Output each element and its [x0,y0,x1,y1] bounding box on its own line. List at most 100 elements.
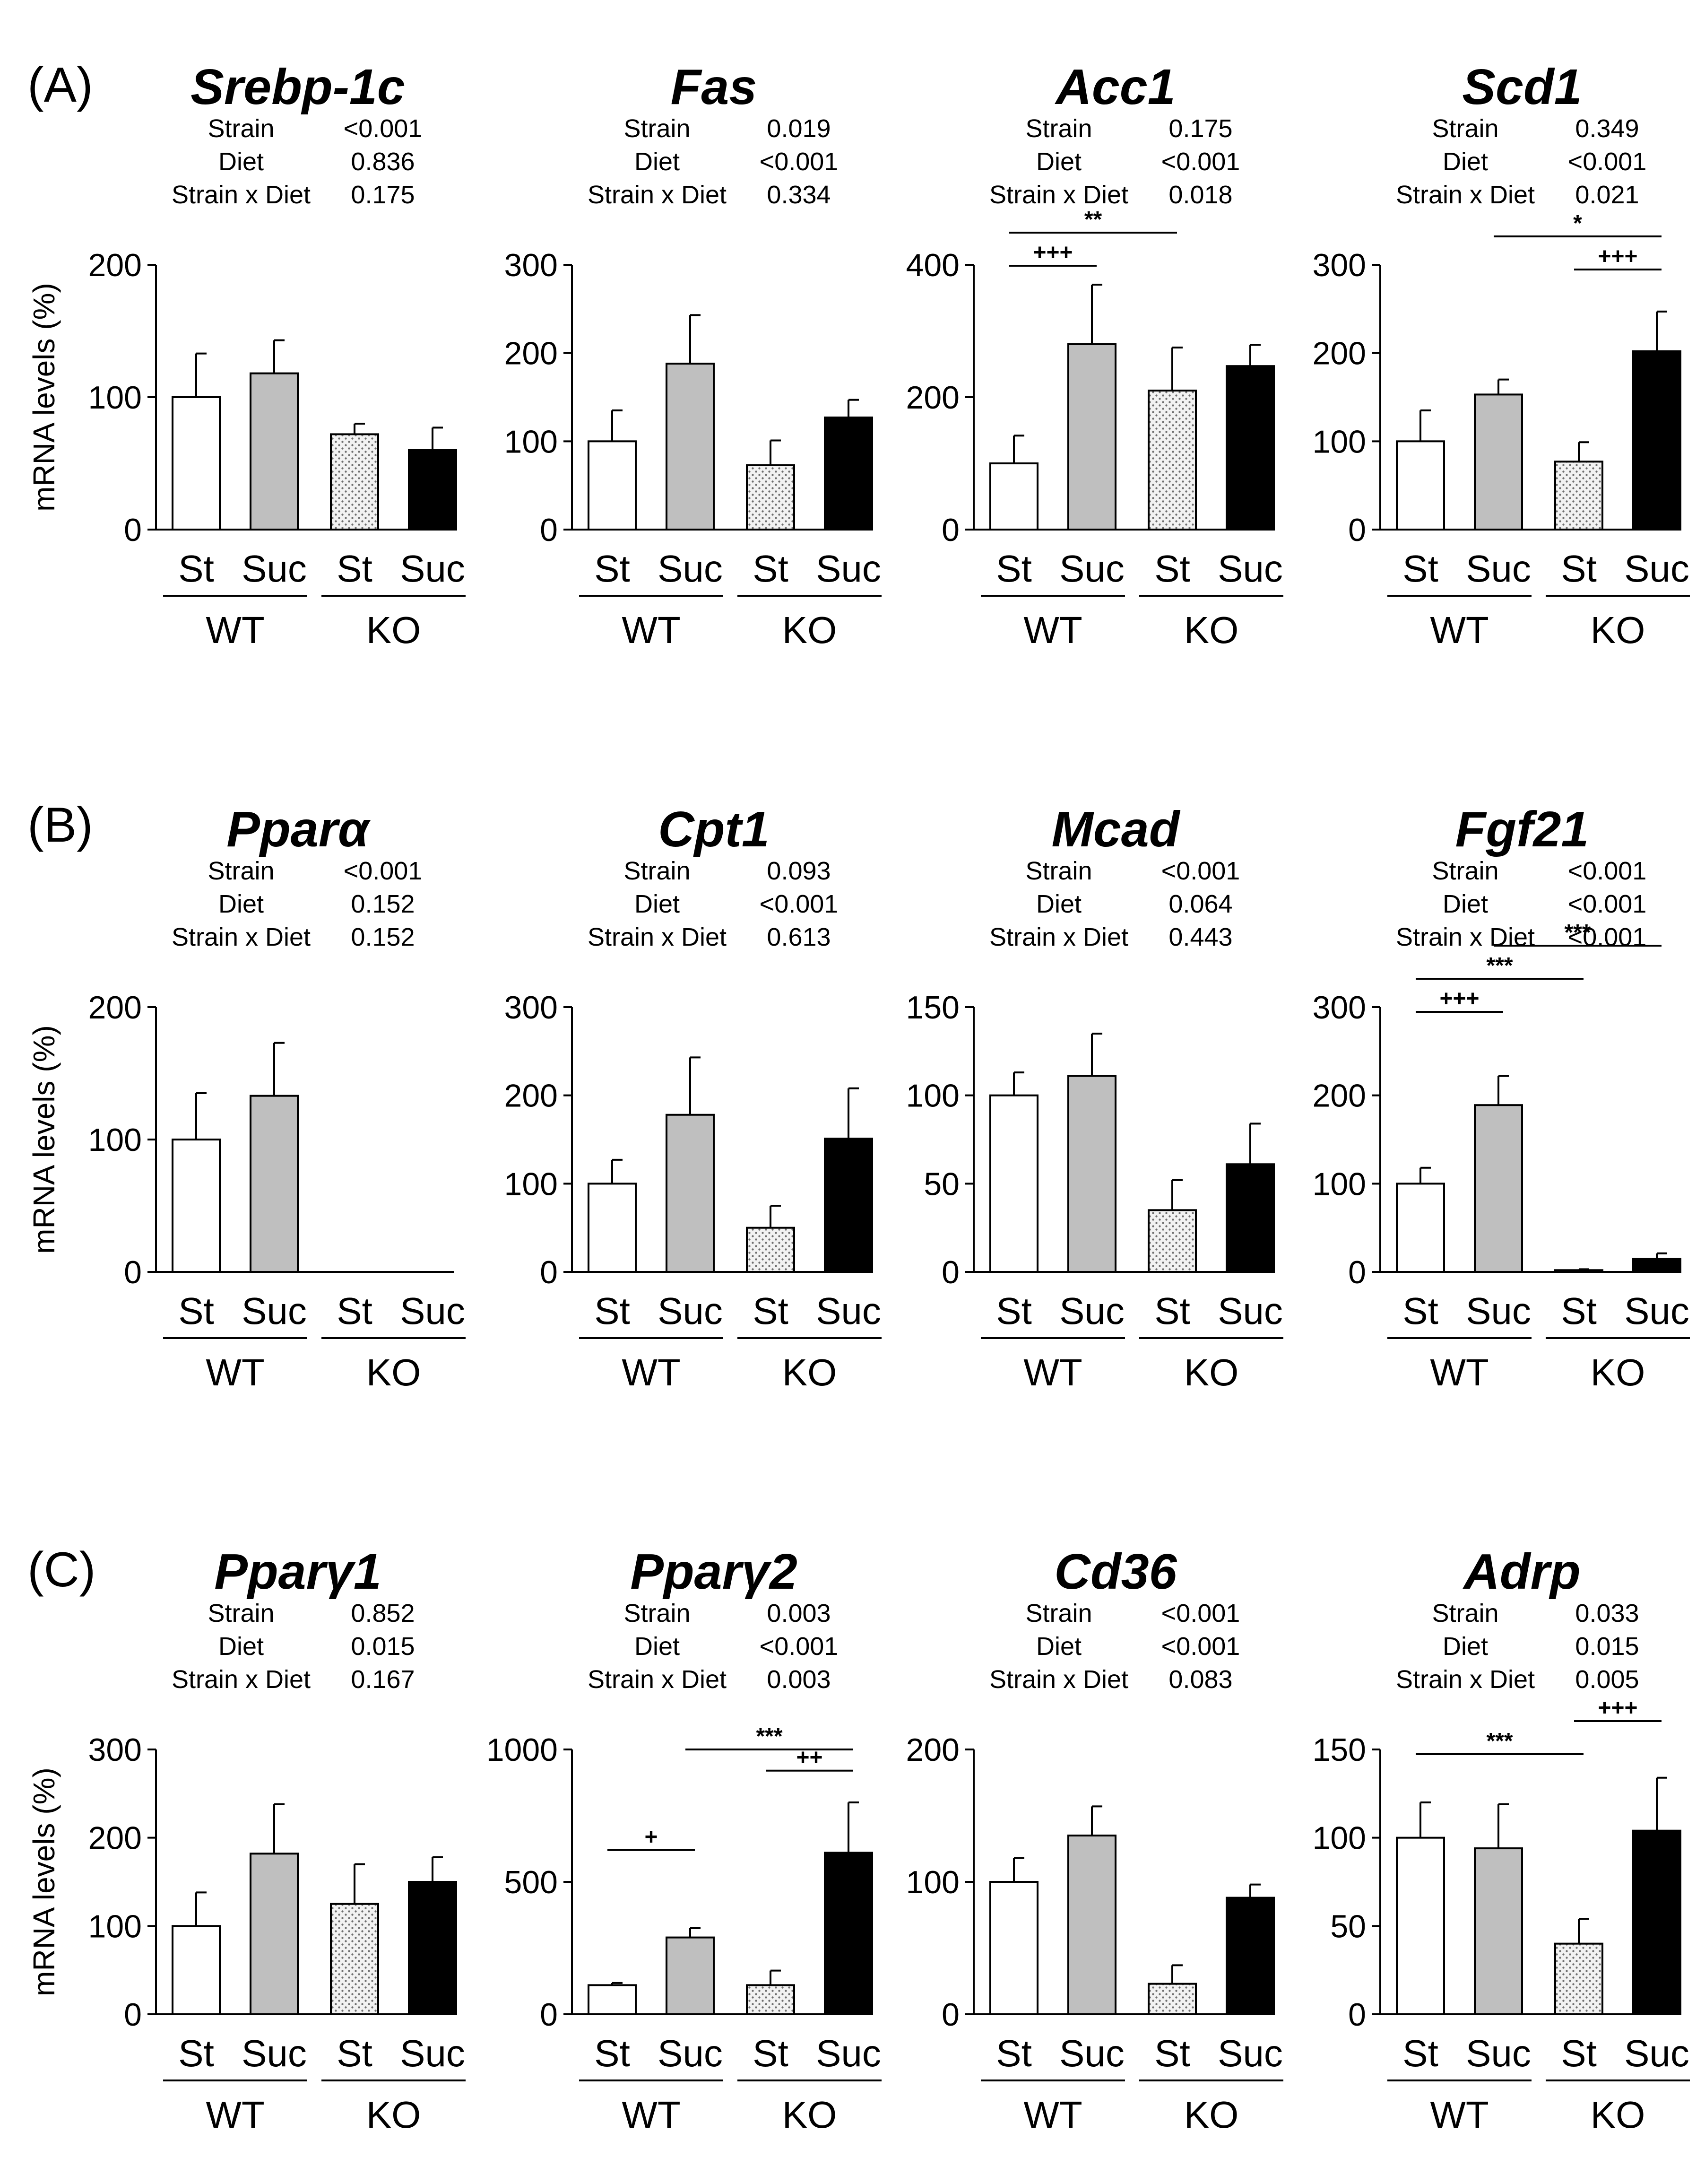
x-category-label: St [996,1290,1032,1332]
x-category-label: St [178,548,214,590]
group-label-ko: KO [366,1351,421,1393]
stat-value-diet: <0.001 [1568,148,1647,176]
bar-st-wt [1396,1183,1445,1273]
x-category-label: Suc [1059,2032,1125,2074]
group-label-ko: KO [782,2094,837,2136]
x-category-label: St [337,1290,372,1332]
stat-value-interaction: 0.083 [1168,1665,1232,1694]
stat-label-strain: Strain [1025,114,1092,143]
group-label-wt: WT [1023,1351,1082,1393]
x-category-label: Suc [1218,548,1283,590]
stat-value-diet: 0.152 [351,890,415,918]
group-label-wt: WT [622,609,680,651]
bar-st-wt [1396,440,1445,531]
stat-value-strain: 0.852 [351,1599,415,1627]
y-tick-label: 200 [88,247,142,283]
y-tick-label: 150 [906,990,960,1026]
bar-suc-ko [1226,1163,1275,1273]
stat-label-strain: Strain [1025,1599,1092,1627]
x-category-label: Suc [1466,548,1531,590]
bar-suc-wt [250,1853,299,2015]
x-category-label: Suc [1059,548,1125,590]
stat-label-diet: Diet [1036,1632,1082,1661]
stat-value-strain: <0.001 [1161,1599,1240,1627]
bar-st-wt [989,1094,1039,1273]
y-tick-label: 0 [1348,512,1366,548]
stat-value-diet: 0.015 [351,1632,415,1661]
y-tick-label: 200 [1313,1078,1366,1114]
stat-label-interaction: Strain x Diet [588,181,727,209]
x-category-label: St [753,548,788,590]
y-tick-label: 150 [1313,1732,1366,1768]
x-category-label: Suc [816,2032,881,2074]
gene-title: Cd36 [1054,1544,1177,1600]
significance-label: +++ [1598,1696,1637,1721]
stat-value-interaction: 0.175 [351,181,415,209]
stat-label-diet: Diet [634,148,680,176]
bar-st-ko [330,1903,379,2016]
significance-label: +++ [1439,986,1479,1011]
y-tick-label: 100 [906,1078,960,1114]
y-tick-label: 300 [1313,247,1366,283]
group-label-wt: WT [1430,2094,1489,2136]
stat-value-strain: 0.033 [1575,1599,1639,1627]
stat-label-interaction: Strain x Diet [172,923,311,951]
bar-suc-ko [824,1138,873,1273]
stat-value-interaction: 0.152 [351,923,415,951]
group-label-ko: KO [366,2094,421,2136]
bar-st-wt [172,1925,221,2015]
x-category-label: Suc [658,1290,723,1332]
group-label-ko: KO [1591,609,1645,651]
bar-st-wt [1396,1836,1445,2016]
bar-st-ko [746,464,795,531]
bar-st-wt [989,1881,1039,2015]
stat-value-interaction: 0.613 [767,923,831,951]
x-category-label: Suc [1466,1290,1531,1332]
stat-value-diet: <0.001 [1161,1632,1240,1661]
stat-label-interaction: Strain x Diet [588,923,727,951]
significance-label: * [1573,211,1582,236]
stat-value-strain: 0.175 [1168,114,1232,143]
bar-suc-ko [1226,1897,1275,2016]
x-category-label: Suc [242,548,307,590]
stat-value-strain: <0.001 [1161,857,1240,885]
y-tick-label: 100 [1313,1166,1366,1202]
stat-label-diet: Diet [634,890,680,918]
y-tick-label: 300 [88,1732,142,1768]
stat-label-interaction: Strain x Diet [172,181,311,209]
x-category-label: St [753,1290,788,1332]
group-label-wt: WT [1430,609,1489,651]
stat-value-interaction: 0.018 [1168,181,1232,209]
y-tick-label: 300 [504,247,558,283]
bar-suc-wt [1067,1835,1116,2015]
x-category-label: Suc [658,548,723,590]
x-category-label: Suc [242,1290,307,1332]
y-tick-label: 100 [1313,1820,1366,1856]
x-category-label: St [1154,1290,1190,1332]
significance-label: +++ [1598,244,1637,269]
stat-value-diet: <0.001 [760,1632,839,1661]
x-category-label: St [1561,1290,1597,1332]
significance-label: +++ [1033,240,1073,265]
stat-value-diet: <0.001 [760,890,839,918]
group-label-ko: KO [1184,1351,1239,1393]
y-tick-label: 200 [906,380,960,416]
y-tick-label: 100 [504,1166,558,1202]
stat-value-diet: <0.001 [760,148,839,176]
x-category-label: Suc [1466,2032,1531,2074]
stat-label-strain: Strain [208,114,274,143]
stat-label-diet: Diet [1036,890,1082,918]
group-label-wt: WT [206,609,264,651]
gene-title: Fgf21 [1455,801,1589,857]
y-tick-label: 0 [942,1997,960,2033]
x-category-label: St [337,548,372,590]
x-category-label: Suc [1624,2032,1689,2074]
y-tick-label: 100 [1313,424,1366,460]
x-category-label: St [178,1290,214,1332]
group-label-wt: WT [1430,1351,1489,1393]
